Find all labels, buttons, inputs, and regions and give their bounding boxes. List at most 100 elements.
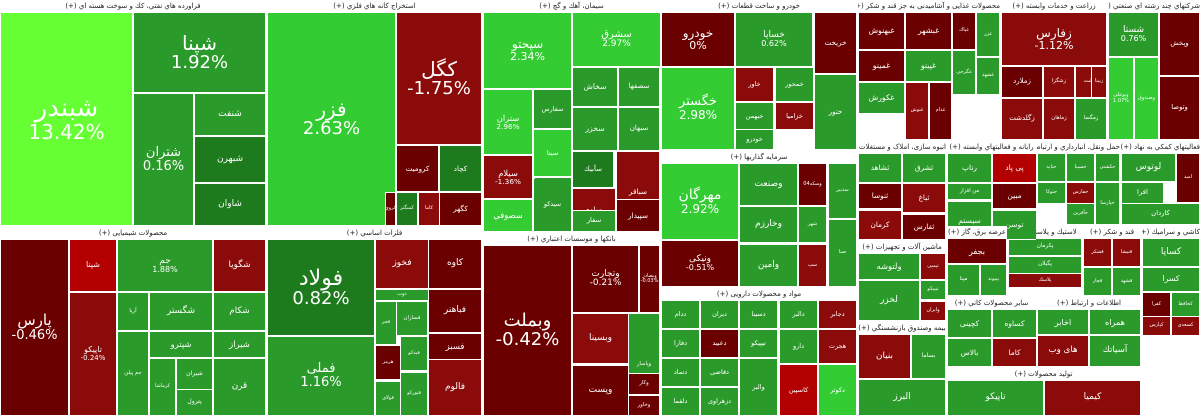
sector-auto[interactable]: خودرو و ساخت قطعات (+) خودرو 0% خساپا 0.62% خ… (661, 0, 857, 150)
stock-tile[interactable]: رتاپ (947, 153, 992, 183)
sector-title[interactable]: انبوه سازی، املاک و مستغلات (+) (858, 141, 946, 153)
stock-tile[interactable]: پارس -0.46% (0, 239, 69, 416)
stock-tile[interactable]: هرمز (375, 345, 401, 380)
stock-tile[interactable]: بالاس (947, 338, 992, 367)
stock-tile[interactable]: زگلدشت (1001, 98, 1043, 140)
stock-tile[interactable]: زمگسا (1075, 98, 1107, 140)
stock-tile[interactable]: بساما (911, 334, 946, 379)
stock-tile[interactable]: ذوب (375, 289, 429, 301)
stock-tile[interactable]: كاما (992, 338, 1036, 367)
sector-title[interactable]: حمل ونقل، انبارداري و ارتباطات (+) (1037, 141, 1120, 153)
stock-tile[interactable]: فولای (375, 381, 401, 416)
stock-tile[interactable]: شپنا 1.92% (133, 12, 266, 93)
stock-tile[interactable]: خودرو (735, 129, 774, 150)
stock-tile[interactable]: زماهان (1043, 98, 1075, 140)
stock-tile[interactable]: پی پاد (992, 153, 1036, 183)
sector-title[interactable]: فلزات اساسي (+) (267, 227, 482, 239)
stock-tile[interactable]: دقاضی (700, 358, 739, 387)
stock-tile[interactable]: ددام (661, 300, 700, 329)
stock-tile[interactable]: غگرجی (952, 50, 976, 95)
sector-oil[interactable]: فراورده هاي نفتي، كك و سوخت هسته اي (+) ش… (0, 0, 266, 226)
stock-tile[interactable]: كپارس (1142, 316, 1171, 336)
sector-title[interactable]: فراورده هاي نفتي، كك و سوخت هسته اي (+) (0, 0, 266, 12)
stock-tile[interactable]: سصوفي (483, 199, 533, 232)
stock-tile[interactable]: فسازان (396, 301, 428, 336)
sector-rubber[interactable]: لاستیك و پلاستیك (+) پكرمان پگیلان پلاسك (1008, 226, 1082, 288)
sector-title[interactable]: خودرو و ساخت قطعات (+) (661, 0, 857, 12)
stock-tile[interactable]: وایران (920, 301, 946, 321)
sector-title[interactable]: مواد و محصولات دارویی (+) (661, 288, 857, 300)
stock-tile[interactable]: لوتوس (1121, 153, 1176, 182)
stock-tile[interactable]: ونیكی -0.51% (661, 240, 739, 287)
stock-tile[interactable]: شكام (213, 292, 266, 331)
stock-tile[interactable]: غپاك (952, 12, 976, 50)
stock-tile[interactable]: سیتا (533, 129, 572, 177)
stock-tile[interactable]: حسینا (1066, 153, 1095, 182)
stock-tile[interactable]: وتوصا (1159, 76, 1200, 140)
stock-tile[interactable]: شهر (798, 206, 827, 243)
stock-tile[interactable]: بجفر (947, 238, 1007, 264)
sector-title[interactable]: بانكها و موسسات اعتباري (+) (483, 233, 660, 245)
stock-tile[interactable]: حآفرین (1066, 203, 1095, 225)
stock-tile[interactable]: تاپیكو (947, 380, 1044, 416)
sector-machinery[interactable]: ماشین آلات و تجهیزات (+) ولتوشه لخزر تپمپی ت… (858, 241, 946, 321)
stock-tile[interactable]: كچینی (947, 309, 992, 338)
stock-tile[interactable]: خزامیا (775, 102, 814, 130)
sector-other_sectors[interactable]: سایر محصولات كاني (+) كچینی كساوه بالاس كاما (947, 297, 1036, 367)
sector-title[interactable]: اطلاعات و ارتباط (+) (1037, 297, 1141, 309)
stock-tile[interactable]: تیپیكو (920, 280, 946, 300)
stock-tile[interactable]: ثباغ (902, 183, 946, 213)
stock-tile[interactable]: شبندر 13.42% (0, 12, 133, 226)
stock-tile[interactable]: سیدكو (533, 177, 535, 179)
sector-title[interactable]: رایانه و فعالیتهاي وابسته (+) (947, 141, 1036, 153)
stock-tile[interactable]: سپحتو 2.34% (483, 12, 572, 89)
stock-tile[interactable]: وكار (628, 373, 660, 395)
stock-tile[interactable]: سپیدار (616, 199, 660, 232)
sector-title[interactable]: فعالیتهاي كمكي به نهاد (+) (1121, 141, 1200, 153)
stock-tile[interactable]: حتوكا (1037, 182, 1066, 204)
sector-title[interactable]: ماشین آلات و تجهیزات (+) (858, 241, 946, 253)
stock-tile[interactable]: ثنوسا (858, 183, 902, 209)
sector-title[interactable]: سرمایه گذاریها (+) (661, 151, 857, 163)
sector-title[interactable]: سیمان، آهك و گچ (+) (483, 0, 660, 12)
stock-tile[interactable]: وخارزم (739, 206, 798, 243)
stock-tile[interactable]: شبهرن (194, 136, 266, 183)
sector-title[interactable]: قند و شكر (+) (1083, 226, 1141, 238)
stock-tile[interactable]: سشرق 2.97% (572, 12, 660, 67)
stock-tile[interactable]: پكرمان (1008, 238, 1082, 256)
stock-tile[interactable]: بنیان (858, 334, 911, 379)
stock-tile[interactable]: دسینا (739, 300, 778, 329)
stock-tile[interactable]: پگیلان (1008, 256, 1082, 274)
stock-tile[interactable]: وبسینا (572, 313, 629, 364)
stock-tile[interactable]: غزر (976, 12, 1000, 57)
sector-title[interactable]: شركتهاي چند رشته اي صنعتي (+) (1108, 0, 1200, 12)
stock-tile[interactable]: كیمیا (1044, 380, 1140, 416)
stock-tile[interactable]: زفارس -1.12% (1001, 12, 1107, 66)
stock-tile[interactable]: فزر 2.63% (267, 12, 396, 226)
stock-tile[interactable]: فسبز (428, 333, 482, 360)
stock-tile[interactable]: وامین (739, 244, 798, 287)
stock-tile[interactable]: فیدكو (400, 336, 428, 371)
stock-tile[interactable]: امید (1176, 153, 1200, 203)
stock-tile[interactable]: حتاید (1037, 153, 1066, 182)
stock-tile[interactable]: غنوش (905, 82, 929, 140)
stock-tile[interactable]: كسعدی (1171, 316, 1200, 336)
stock-tile[interactable]: خمحور (775, 67, 814, 102)
sector-fund[interactable]: بيمه وصندوق بازنشستگي (+) بنیان بساما البرز (858, 322, 946, 416)
stock-tile[interactable]: مپنا (947, 264, 980, 296)
sector-edu[interactable]: تولید محصولات (+) تاپیكو كیمیا (947, 368, 1140, 416)
sector-cement[interactable]: سیمان، آهك و گچ (+) سپحتو 2.34% سشرق 2.97% سخ… (483, 0, 660, 232)
sector-ceramics[interactable]: كاشي و سراميك (+) كساپا كسرا كفرا كحافظ كپارس… (1142, 226, 1200, 336)
stock-tile[interactable]: دعبید (700, 329, 739, 358)
stock-tile[interactable]: كچاد (439, 145, 482, 192)
stock-tile[interactable]: پترول (176, 389, 213, 416)
stock-tile[interactable]: هجرت (818, 329, 857, 364)
stock-tile[interactable]: پلاسك (1008, 273, 1082, 288)
stock-tile[interactable]: اخابر (1037, 309, 1089, 335)
stock-tile[interactable]: خبهمن (735, 102, 774, 130)
stock-tile[interactable]: دلقما (661, 387, 700, 416)
stock-tile[interactable]: ختور (814, 74, 857, 150)
sector-services[interactable]: فعالیتهاي كمكي به نهاد (+) لوتوس افرا امید ك… (1121, 141, 1200, 225)
stock-tile[interactable]: كگهر (439, 192, 482, 226)
stock-tile[interactable]: سدبیر (828, 163, 857, 219)
